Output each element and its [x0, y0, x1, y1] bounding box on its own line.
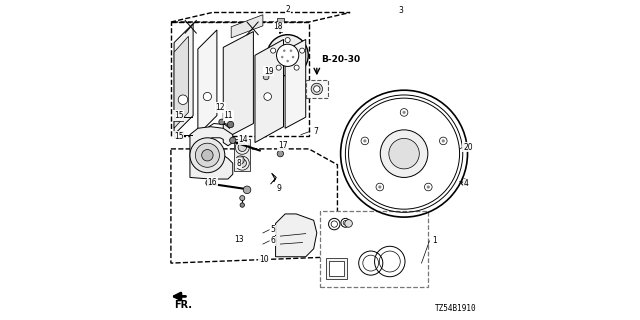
Circle shape [236, 140, 249, 154]
Circle shape [206, 180, 212, 186]
Circle shape [264, 93, 271, 100]
Circle shape [389, 139, 419, 169]
Circle shape [403, 111, 406, 114]
Circle shape [427, 185, 430, 188]
Circle shape [240, 203, 244, 207]
Circle shape [314, 86, 320, 92]
Circle shape [277, 150, 284, 157]
Bar [174, 113, 182, 121]
Circle shape [440, 137, 447, 145]
Text: 4: 4 [463, 179, 468, 188]
Circle shape [243, 186, 251, 194]
Circle shape [400, 108, 408, 116]
Text: 13: 13 [234, 235, 244, 244]
Text: 20: 20 [463, 143, 472, 152]
Circle shape [236, 156, 244, 164]
Polygon shape [174, 24, 193, 135]
Circle shape [190, 138, 225, 173]
Circle shape [281, 56, 284, 58]
Circle shape [238, 159, 246, 167]
Text: 19: 19 [264, 67, 273, 76]
Text: 1: 1 [433, 236, 437, 245]
Circle shape [227, 121, 234, 128]
Circle shape [376, 183, 383, 191]
Circle shape [195, 143, 220, 167]
Circle shape [230, 137, 236, 143]
Circle shape [236, 156, 249, 170]
Bar [326, 258, 347, 279]
Circle shape [175, 114, 182, 121]
Circle shape [292, 56, 294, 58]
Text: FR.: FR. [174, 300, 192, 310]
Text: 6: 6 [271, 236, 275, 245]
Polygon shape [285, 39, 306, 128]
Circle shape [361, 137, 369, 145]
Polygon shape [276, 214, 317, 257]
Text: 16: 16 [207, 178, 217, 187]
Polygon shape [255, 39, 284, 142]
Circle shape [285, 37, 290, 43]
Polygon shape [174, 36, 188, 128]
Circle shape [290, 49, 292, 52]
Text: 15: 15 [174, 132, 184, 141]
Text: 11: 11 [223, 111, 233, 120]
Circle shape [204, 92, 211, 101]
Text: 12: 12 [215, 103, 225, 112]
Bar [174, 131, 182, 139]
Text: 10: 10 [259, 255, 268, 264]
Circle shape [219, 119, 225, 125]
Text: 7: 7 [314, 127, 319, 136]
Circle shape [378, 185, 381, 188]
Circle shape [238, 143, 246, 151]
Polygon shape [223, 32, 253, 140]
Text: 15: 15 [174, 111, 184, 120]
Circle shape [442, 139, 445, 142]
Polygon shape [198, 30, 217, 135]
Circle shape [311, 83, 323, 95]
Circle shape [240, 196, 245, 201]
Circle shape [463, 142, 469, 149]
Circle shape [364, 139, 367, 142]
Circle shape [286, 60, 289, 62]
Text: 9: 9 [276, 184, 281, 193]
Circle shape [424, 183, 432, 191]
Circle shape [380, 130, 428, 178]
Polygon shape [234, 140, 250, 171]
Circle shape [202, 149, 213, 161]
Polygon shape [231, 15, 263, 38]
Text: 14: 14 [239, 135, 248, 144]
Text: B-20-30: B-20-30 [321, 55, 361, 64]
Circle shape [463, 180, 466, 184]
Bar [320, 211, 428, 287]
Circle shape [276, 65, 281, 70]
Polygon shape [190, 127, 233, 179]
Circle shape [300, 48, 305, 53]
Text: 17: 17 [278, 141, 288, 150]
Text: 3: 3 [399, 6, 403, 15]
Circle shape [294, 65, 299, 70]
Circle shape [267, 35, 308, 76]
Circle shape [175, 131, 182, 138]
Text: TZ54B1910: TZ54B1910 [435, 304, 476, 313]
Text: 8: 8 [236, 159, 241, 168]
Text: 2: 2 [285, 5, 290, 14]
Bar [306, 80, 328, 98]
Circle shape [276, 44, 299, 67]
Circle shape [345, 220, 353, 227]
Text: 5: 5 [271, 225, 275, 234]
Circle shape [283, 49, 285, 52]
Text: 18: 18 [273, 22, 283, 31]
Bar [277, 18, 284, 22]
Circle shape [178, 95, 188, 105]
Circle shape [271, 48, 276, 53]
Bar [329, 261, 344, 276]
Circle shape [263, 74, 269, 80]
